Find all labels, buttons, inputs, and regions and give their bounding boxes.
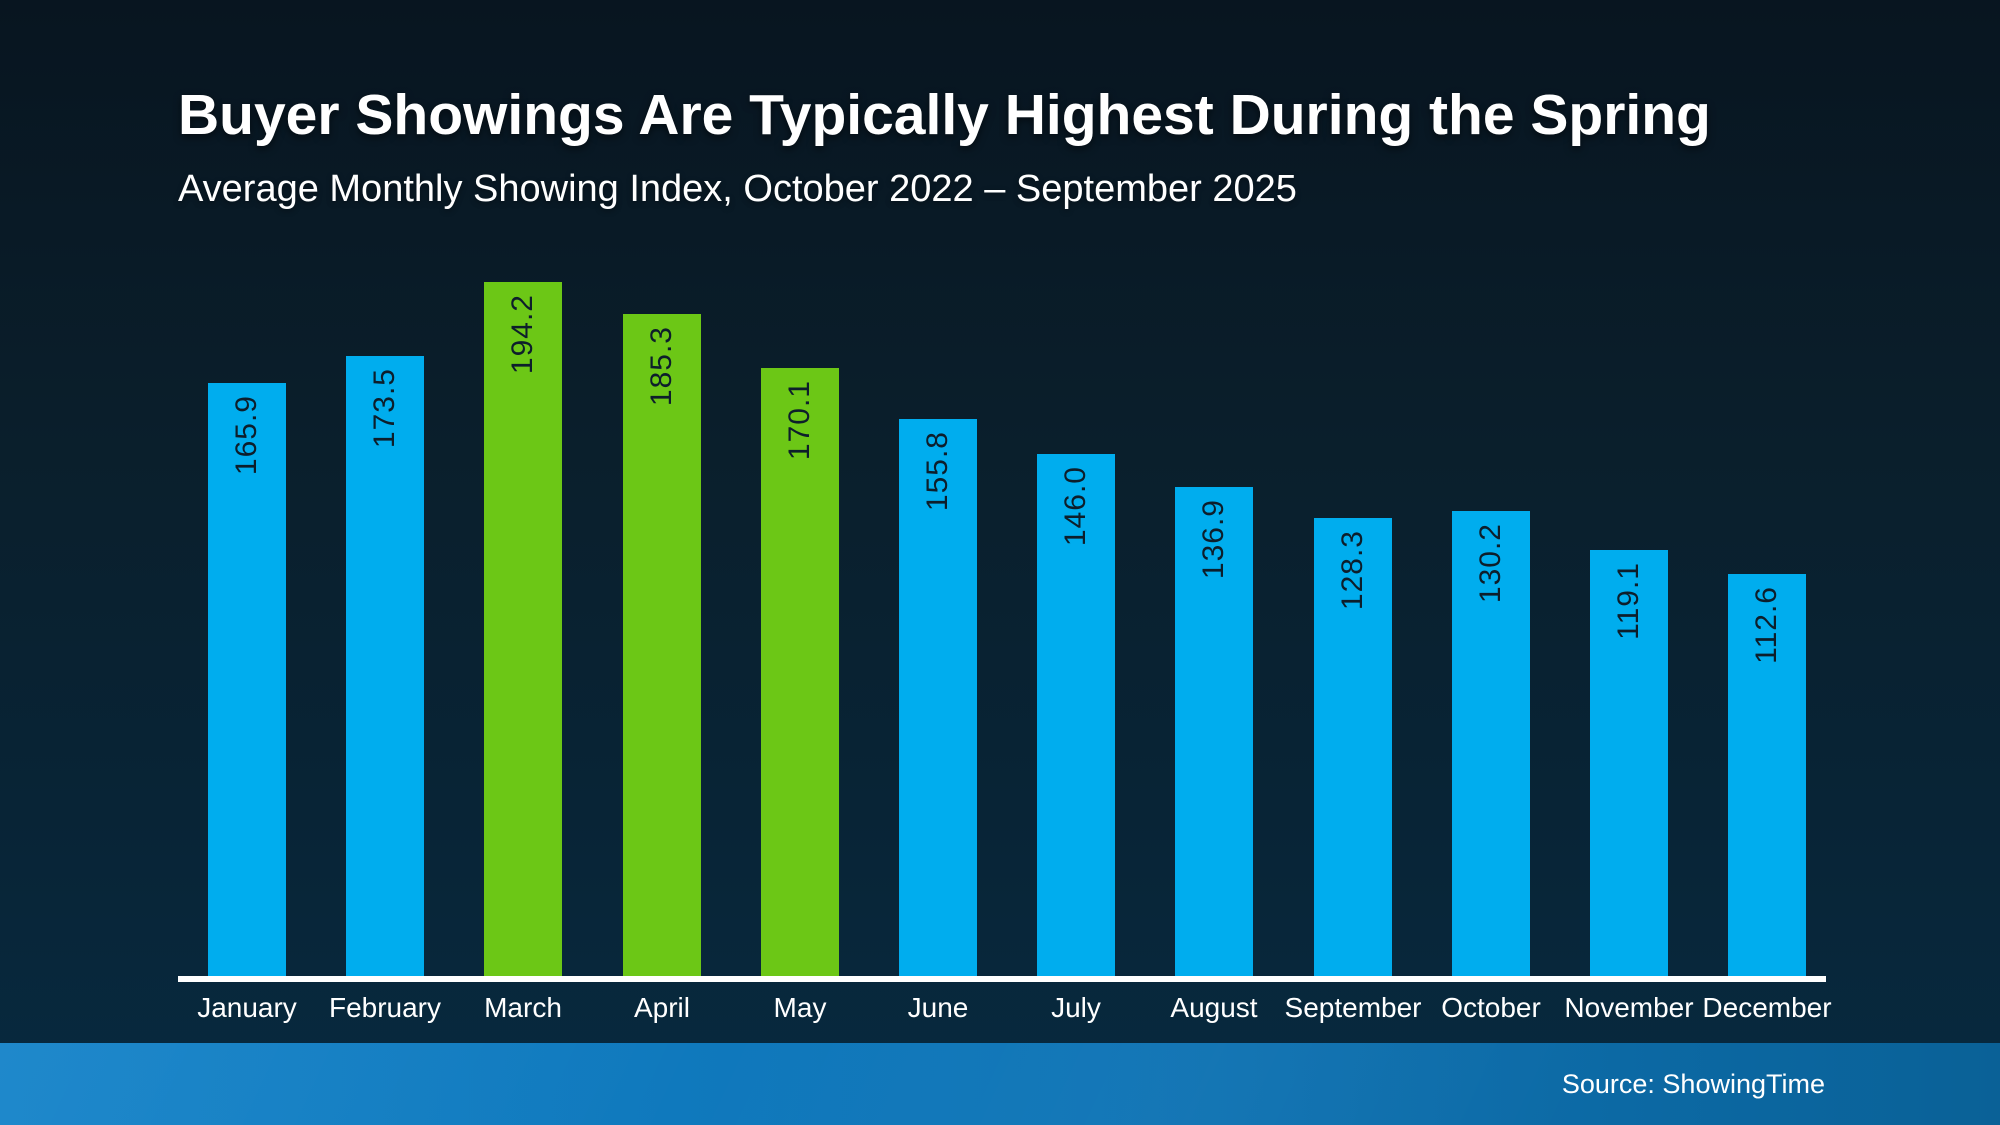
bar-november: 119.1: [1590, 550, 1668, 976]
bar-may: 170.1: [761, 368, 839, 976]
source-label: Source: ShowingTime: [1561, 1068, 1825, 1099]
bar-march: 194.2: [484, 282, 562, 976]
month-label-december: December: [1702, 992, 1832, 1023]
month-label-august: August: [1170, 992, 1258, 1023]
month-label-november: November: [1564, 992, 1694, 1023]
month-label-june: June: [907, 992, 969, 1023]
bar-value-november: 119.1: [1612, 562, 1645, 640]
month-label-july: July: [1051, 992, 1101, 1023]
bar-value-may: 170.1: [783, 380, 816, 461]
chart-subtitle: Average Monthly Showing Index, October 2…: [178, 168, 1297, 210]
bar-february: 173.5: [346, 356, 424, 976]
month-label-september: September: [1284, 992, 1422, 1023]
bar-value-april: 185.3: [645, 326, 678, 407]
bar-august: 136.9: [1175, 487, 1253, 976]
month-label-october: October: [1441, 992, 1541, 1023]
bar-value-january: 165.9: [230, 395, 263, 476]
month-label-may: May: [773, 992, 827, 1023]
bar-value-june: 155.8: [921, 431, 954, 512]
bar-december: 112.6: [1728, 574, 1806, 976]
bar-april: 185.3: [623, 314, 701, 976]
bar-value-march: 194.2: [506, 294, 539, 375]
bar-value-july: 146.0: [1059, 466, 1092, 547]
month-label-march: March: [484, 992, 562, 1023]
bar-july: 146.0: [1037, 454, 1115, 976]
footer-bar: Source: ShowingTime: [0, 1043, 2000, 1125]
bar-january: 165.9: [208, 383, 286, 976]
bar-value-august: 136.9: [1197, 499, 1230, 580]
x-axis-line: [178, 976, 1826, 982]
month-label-january: January: [197, 992, 297, 1023]
bar-october: 130.2: [1452, 511, 1530, 976]
bar-june: 155.8: [899, 419, 977, 976]
bar-value-september: 128.3: [1336, 530, 1369, 611]
bar-value-december: 112.6: [1750, 586, 1783, 664]
month-label-february: February: [328, 992, 442, 1023]
bar-september: 128.3: [1314, 518, 1392, 976]
month-label-april: April: [633, 992, 690, 1023]
bar-value-october: 130.2: [1474, 523, 1507, 604]
chart-title: Buyer Showings Are Typically Highest Dur…: [178, 83, 1711, 147]
bar-value-february: 173.5: [368, 368, 401, 449]
